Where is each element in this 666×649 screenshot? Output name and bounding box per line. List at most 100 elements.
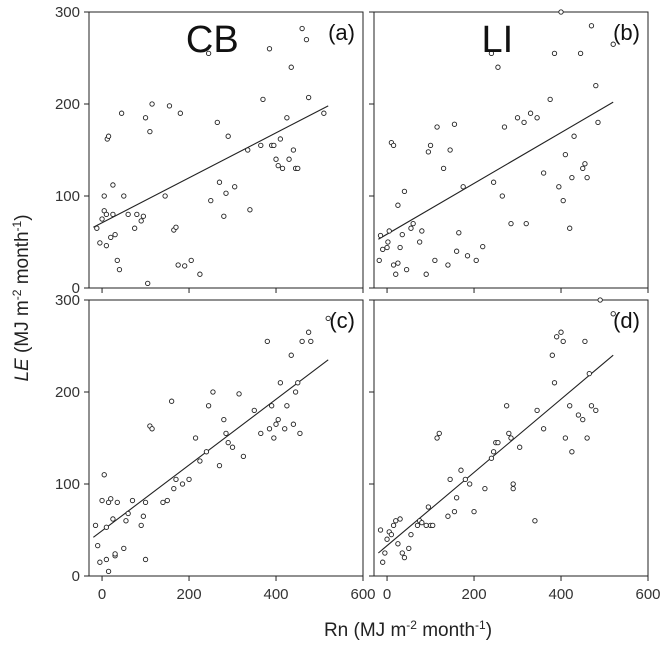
data-point — [408, 225, 414, 231]
data-point — [216, 179, 223, 185]
data-point — [160, 499, 166, 506]
data-point — [430, 522, 436, 529]
data-point — [490, 449, 497, 455]
fit-line — [93, 359, 329, 538]
data-point — [471, 508, 477, 515]
data-point — [125, 510, 131, 517]
data-point — [134, 211, 140, 218]
data-point — [114, 499, 120, 506]
data-point — [208, 197, 214, 204]
y-tick-label: 100 — [55, 188, 80, 205]
site-label: LI — [481, 19, 513, 61]
panel-b: (b) LI — [369, 9, 649, 293]
x-tick-label: 0 — [98, 586, 106, 603]
y-tick-label: 300 — [55, 292, 80, 309]
data-point — [205, 403, 212, 409]
data-point — [225, 439, 231, 446]
data-point — [214, 119, 220, 126]
data-point — [393, 271, 399, 277]
data-point — [495, 439, 501, 446]
data-point — [182, 263, 188, 269]
data-point — [138, 522, 144, 529]
data-point — [390, 142, 397, 149]
data-point — [258, 142, 264, 149]
data-point — [610, 41, 616, 47]
data-point — [488, 50, 495, 57]
data-point — [558, 9, 564, 15]
data-point — [108, 234, 114, 241]
data-point — [390, 262, 397, 268]
data-point — [527, 110, 534, 116]
y-tick-label: 100 — [55, 476, 80, 493]
data-point — [458, 467, 464, 473]
data-point — [395, 202, 401, 208]
data-point — [140, 513, 147, 519]
data-point — [114, 257, 120, 264]
data-point — [423, 522, 429, 529]
data-point — [284, 115, 290, 121]
data-point — [567, 403, 573, 409]
data-point — [434, 124, 440, 130]
data-point — [582, 161, 588, 167]
data-point — [510, 481, 516, 487]
data-point — [299, 338, 305, 345]
data-point — [103, 524, 110, 530]
data-point — [462, 476, 468, 483]
data-point — [408, 531, 414, 538]
data-point — [121, 545, 127, 552]
data-point — [223, 430, 229, 437]
x-tick-label: 200 — [177, 586, 202, 603]
panel-d: 0 200 400 600 (d) — [369, 297, 661, 603]
data-point — [380, 559, 386, 565]
data-point — [221, 416, 227, 423]
data-point — [162, 193, 168, 199]
data-point — [453, 495, 460, 501]
data-point — [397, 244, 403, 251]
data-point — [406, 545, 412, 552]
y-axis-title: LE (MJ m-2 month-1) — [10, 214, 33, 381]
data-point — [514, 115, 521, 121]
data-point — [277, 136, 284, 142]
data-point — [384, 536, 390, 542]
data-point — [266, 426, 273, 432]
panel-frame — [373, 11, 649, 289]
y-tick-label: 200 — [55, 384, 80, 401]
data-point — [556, 184, 562, 190]
data-point — [99, 216, 105, 222]
x-tick-label: 600 — [635, 586, 660, 603]
data-point — [414, 522, 421, 529]
data-point — [385, 239, 391, 245]
data-point — [467, 481, 473, 487]
data-point — [397, 516, 403, 522]
data-point — [321, 110, 327, 116]
data-point — [551, 380, 558, 386]
data-point — [499, 193, 505, 199]
data-point — [597, 297, 603, 303]
data-point — [523, 220, 529, 227]
data-point — [101, 472, 107, 478]
data-point — [490, 179, 497, 185]
data-point — [595, 119, 601, 126]
data-point — [142, 115, 149, 121]
data-point — [94, 225, 100, 231]
data-point — [145, 280, 151, 287]
data-point — [290, 421, 297, 427]
data-point — [395, 260, 401, 266]
data-point — [225, 133, 231, 139]
data-point — [501, 124, 508, 130]
data-point — [101, 193, 107, 199]
data-point — [388, 531, 395, 538]
data-point — [105, 568, 112, 575]
data-point — [188, 257, 194, 264]
data-point — [423, 271, 429, 277]
data-point — [140, 213, 147, 219]
panel-tag: (b) — [613, 20, 640, 45]
data-point — [460, 184, 466, 190]
data-point — [116, 266, 123, 273]
data-point — [297, 430, 303, 437]
panel-frame — [88, 11, 364, 289]
data-point — [186, 476, 192, 483]
data-point — [488, 455, 495, 461]
data-point — [521, 119, 527, 126]
data-point — [508, 220, 514, 227]
